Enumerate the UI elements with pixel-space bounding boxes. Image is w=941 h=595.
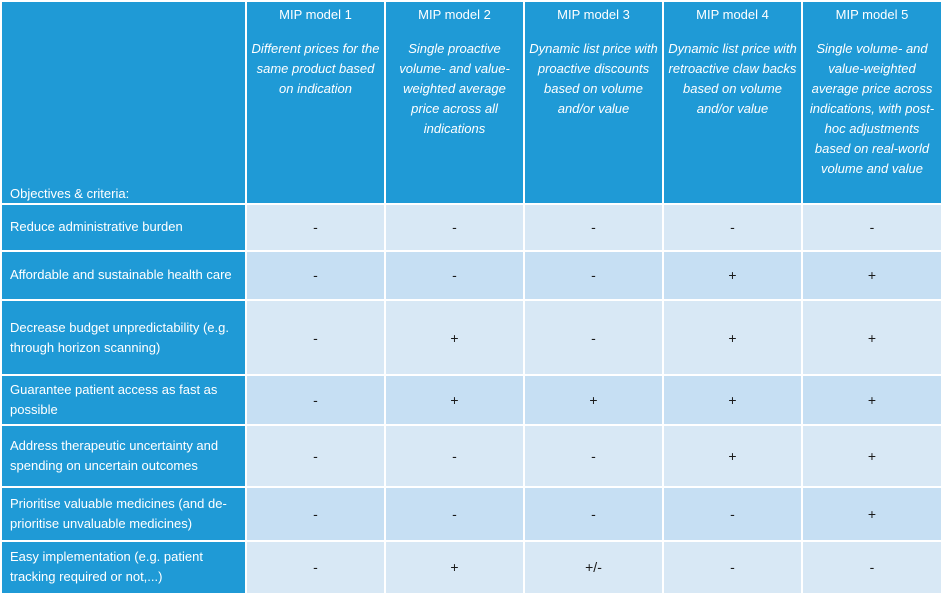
rating-cell: + [803,301,941,375]
model-description: Single volume- and value-weighted averag… [809,41,935,176]
rating-cell: - [386,487,523,540]
rating-cell: - [247,301,384,375]
rating-cell: + [803,487,941,540]
table-row: Address therapeutic uncertainty and spen… [2,426,941,486]
criterion-label: Address therapeutic uncertainty and spen… [2,426,245,486]
rating-cell: - [525,426,662,486]
rating-cell: + [664,301,801,375]
criterion-label: Affordable and sustainable health care [2,251,245,299]
model-description: Single proactive volume- and value-weigh… [399,41,510,136]
rating-cell: + [664,251,801,299]
criterion-label: Guarantee patient access as fast as poss… [2,376,245,425]
model-header-3: MIP model 3 Dynamic list price with proa… [525,2,662,203]
model-description: Dynamic list price with retroactive claw… [668,41,797,116]
rating-cell: - [525,301,662,375]
rating-cell: - [664,204,801,250]
rating-cell: - [247,376,384,425]
rating-cell: - [247,487,384,540]
rating-cell: - [386,426,523,486]
header-row: Objectives & criteria: MIP model 1 Diffe… [2,2,941,203]
rating-cell: + [664,376,801,425]
rating-cell: - [247,426,384,486]
table-row: Decrease budget unpredictability (e.g. t… [2,301,941,375]
table-row: Easy implementation (e.g. patient tracki… [2,541,941,593]
table-row: Prioritise valuable medicines (and de-pr… [2,487,941,540]
rating-cell: - [386,204,523,250]
model-header-4: MIP model 4 Dynamic list price with retr… [664,2,801,203]
rating-cell: + [386,541,523,593]
model-name: MIP model 3 [557,7,630,22]
model-header-5: MIP model 5 Single volume- and value-wei… [803,2,941,203]
rating-cell: - [386,251,523,299]
model-description: Different prices for the same product ba… [251,41,380,96]
criterion-label: Easy implementation (e.g. patient tracki… [2,541,245,593]
rating-cell: - [525,204,662,250]
rating-cell: - [664,487,801,540]
rating-cell: - [803,541,941,593]
rating-cell: - [247,251,384,299]
rating-cell: + [525,376,662,425]
criterion-label: Prioritise valuable medicines (and de-pr… [2,487,245,540]
model-name: MIP model 1 [279,7,352,22]
table-row: Reduce administrative burden - - - - - [2,204,941,250]
model-name: MIP model 2 [418,7,491,22]
objectives-criteria-header: Objectives & criteria: [2,2,245,203]
rating-cell: - [525,487,662,540]
rating-cell: + [386,301,523,375]
model-name: MIP model 5 [835,7,909,22]
table-row: Affordable and sustainable health care -… [2,251,941,299]
model-name: MIP model 4 [696,7,769,22]
rating-cell: +/- [525,541,662,593]
rating-cell: - [803,204,941,250]
rating-cell: + [803,426,941,486]
rating-cell: - [664,541,801,593]
table-row: Guarantee patient access as fast as poss… [2,376,941,425]
model-header-1: MIP model 1 Different prices for the sam… [247,2,384,203]
rating-cell: + [803,251,941,299]
model-description: Dynamic list price with proactive discou… [529,41,658,116]
rating-cell: + [803,376,941,425]
criterion-label: Reduce administrative burden [2,204,245,250]
model-header-2: MIP model 2 Single proactive volume- and… [386,2,523,203]
rating-cell: + [664,426,801,486]
rating-cell: - [247,541,384,593]
rating-cell: - [247,204,384,250]
rating-cell: + [386,376,523,425]
criterion-label: Decrease budget unpredictability (e.g. t… [2,301,245,375]
rating-cell: - [525,251,662,299]
